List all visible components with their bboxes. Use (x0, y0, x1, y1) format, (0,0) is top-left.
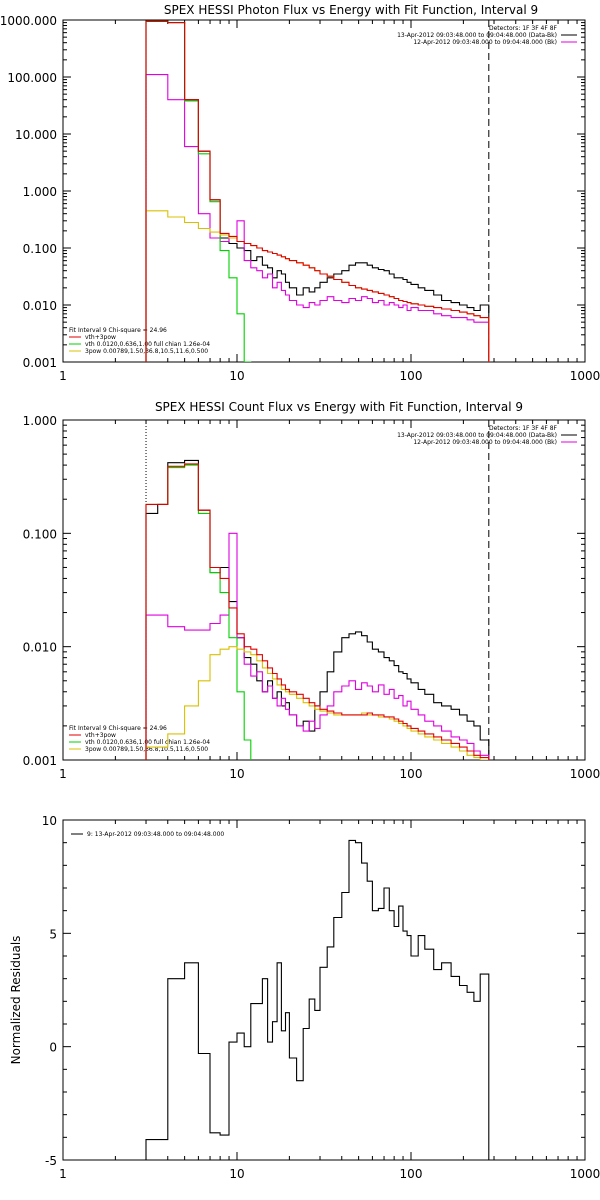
legend-entry: Fit Interval 9 Chi-square = 24.96 (69, 327, 167, 334)
y-tick-label: 1.000 (23, 414, 57, 428)
residuals-legend: 9: 13-Apr-2012 09:03:48.000 to 09:04:48.… (71, 831, 224, 838)
y-tick-label: 0.010 (23, 299, 57, 313)
legend-entry: 3pow 0.00789,1.50,36.8,10.5,11.6,0.500 (85, 746, 208, 753)
x-tick-label: 100 (400, 369, 423, 383)
x-tick-label: 10 (229, 1167, 244, 1181)
y-tick-label: 10.000 (15, 128, 57, 142)
legend-entry: 12-Apr-2012 09:03:48.000 to 09:04:48.000… (413, 439, 557, 446)
x-tick-label: 10 (229, 369, 244, 383)
y-tick-label: 100.000 (7, 71, 57, 85)
residuals-y-axis-label: Normalized Residuals (9, 936, 23, 1065)
series-line (145, 74, 490, 362)
x-tick-label: 1000 (570, 1167, 600, 1181)
x-tick-label: 1000 (570, 369, 600, 383)
photon-flux-panel: SPEX HESSI Photon Flux vs Energy with Fi… (0, 3, 600, 383)
y-tick-label: -5 (45, 1154, 57, 1168)
plot-frame (62, 819, 586, 1161)
count-flux-legend-left: Fit Interval 9 Chi-square = 24.96vth+3po… (69, 725, 210, 753)
legend-entry: 3pow 0.00789,1.50,36.8,10.5,11.6,0.500 (85, 348, 208, 355)
x-tick-label: 1 (59, 767, 67, 781)
x-tick-label: 100 (400, 1167, 423, 1181)
y-tick-label: 0.100 (23, 527, 57, 541)
y-tick-label: 0.010 (23, 641, 57, 655)
y-tick-label: 1000.000 (0, 14, 57, 28)
count-flux-title: SPEX HESSI Count Flux vs Energy with Fit… (155, 400, 523, 414)
legend-entry: vth+3pow (85, 334, 116, 341)
series-line (145, 459, 490, 760)
x-tick-label: 1000 (570, 767, 600, 781)
legend-entry: Detectors: 1F 3F 4F 8F (489, 25, 558, 32)
legend-entry: 9: 13-Apr-2012 09:03:48.000 to 09:04:48.… (87, 831, 224, 838)
y-tick-label: 0.100 (23, 242, 57, 256)
series-line (145, 463, 490, 760)
series-line (145, 20, 490, 362)
photon-flux-title: SPEX HESSI Photon Flux vs Energy with Fi… (164, 3, 538, 17)
x-tick-label: 10 (229, 767, 244, 781)
series-line (145, 839, 490, 1160)
legend-entry: vth+3pow (85, 732, 116, 739)
legend-entry: vth 0.0120,0.636,1.00 full chian 1.26e-0… (85, 341, 210, 348)
legend-entry: Fit Interval 9 Chi-square = 24.96 (69, 725, 167, 732)
residuals-panel: Normalized Residuals 9: 13-Apr-2012 09:0… (9, 814, 600, 1181)
count-flux-panel: SPEX HESSI Count Flux vs Energy with Fit… (23, 400, 600, 781)
series-line (145, 20, 490, 362)
y-tick-label: 0.001 (23, 754, 57, 768)
plot-frame (62, 19, 586, 363)
y-tick-label: 0 (49, 1041, 57, 1055)
legend-entry: vth 0.0120,0.636,1.00 full chian 1.26e-0… (85, 739, 210, 746)
series-line (145, 532, 490, 760)
x-tick-label: 1 (59, 369, 67, 383)
y-tick-label: 5 (49, 927, 57, 941)
legend-entry: 12-Apr-2012 09:03:48.000 to 09:04:48.000… (413, 39, 557, 46)
x-tick-label: 100 (400, 767, 423, 781)
legend-entry: Detectors: 1F 3F 4F 8F (489, 425, 558, 432)
y-tick-label: 10 (42, 814, 57, 828)
series-line (145, 464, 252, 760)
plot-frame (62, 419, 586, 761)
y-tick-label: 0.001 (23, 356, 57, 370)
photon-flux-legend-left: Fit Interval 9 Chi-square = 24.96vth+3po… (69, 327, 210, 355)
x-tick-label: 1 (59, 1167, 67, 1181)
y-tick-label: 1.000 (23, 185, 57, 199)
legend-entry: 13-Apr-2012 09:03:48.000 to 09:04:48.000… (397, 32, 557, 39)
legend-entry: 13-Apr-2012 09:03:48.000 to 09:04:48.000… (397, 432, 557, 439)
